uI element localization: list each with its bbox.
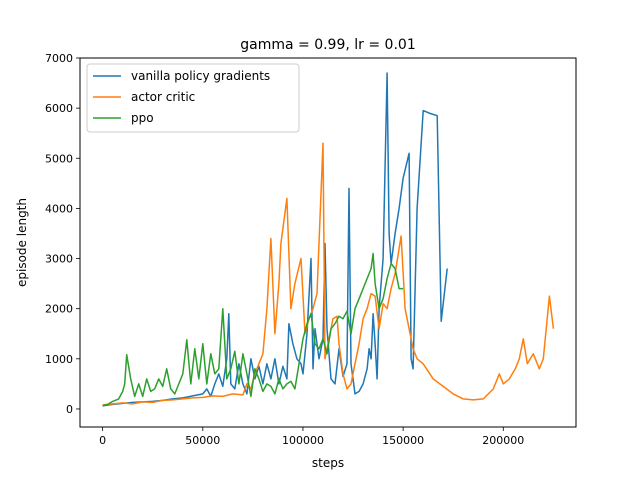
series-line-2 [102, 252, 404, 407]
legend: vanilla policy gradients actor critic ppo [86, 63, 300, 133]
plot-frame [79, 57, 577, 428]
x-tick-label: 0 [99, 434, 106, 447]
series-line-1 [102, 142, 555, 406]
y-axis-ticks: 0 1000 2000 3000 4000 5000 6000 7000 [45, 52, 80, 416]
y-tick-label: 2000 [45, 303, 73, 316]
y-tick-label: 0 [66, 403, 73, 416]
x-axis-ticks: 0 50000 100000 150000 200000 [99, 427, 524, 447]
legend-label-0: vanilla policy gradients [131, 69, 270, 83]
x-tick-label: 150000 [382, 434, 424, 447]
y-tick-label: 3000 [45, 253, 73, 266]
x-axis-label: steps [312, 456, 344, 470]
legend-label-1: actor critic [131, 90, 195, 104]
y-axis-label: episode length [15, 198, 29, 287]
x-tick-label: 100000 [282, 434, 324, 447]
y-tick-label: 7000 [45, 52, 73, 65]
y-tick-label: 1000 [45, 353, 73, 366]
x-tick-label: 50000 [185, 434, 220, 447]
legend-box [86, 63, 300, 133]
series-line-0 [102, 72, 448, 407]
chart-title: gamma = 0.99, lr = 0.01 [240, 37, 415, 53]
x-tick-label: 200000 [482, 434, 524, 447]
series-layer [102, 72, 555, 407]
y-tick-label: 4000 [45, 202, 73, 215]
y-tick-label: 5000 [45, 152, 73, 165]
y-tick-label: 6000 [45, 102, 73, 115]
legend-label-2: ppo [131, 111, 154, 125]
